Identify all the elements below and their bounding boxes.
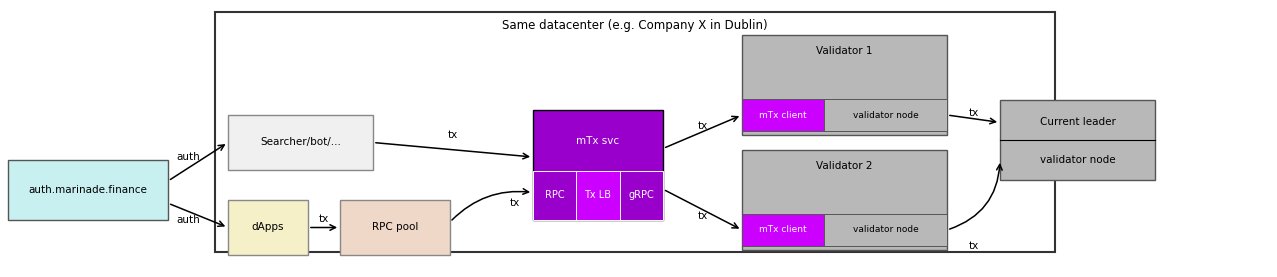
Bar [824,99,948,131]
Bar [742,214,824,246]
Bar [742,150,948,250]
Bar [340,200,450,255]
Bar [742,99,824,131]
Bar [619,171,663,220]
Text: tx: tx [697,121,707,131]
Text: mTx client: mTx client [760,225,807,235]
Text: Searcher/bot/...: Searcher/bot/... [261,137,341,147]
Text: auth.marinade.finance: auth.marinade.finance [28,185,147,195]
Bar [533,171,576,220]
Text: mTx svc: mTx svc [576,136,619,146]
Text: RPC pool: RPC pool [372,222,418,232]
Text: tx: tx [319,214,329,224]
Text: Validator 1: Validator 1 [816,46,872,56]
Text: Current leader: Current leader [1039,117,1115,127]
Text: RPC: RPC [545,190,564,200]
Bar [742,35,948,135]
Bar [533,110,663,220]
Text: tx: tx [448,130,458,140]
Text: tx: tx [968,108,978,118]
Text: gRPC: gRPC [628,190,654,200]
Bar [229,200,308,255]
Text: validator node: validator node [853,111,918,119]
Bar [8,160,169,220]
Text: Tx LB: Tx LB [585,190,612,200]
Text: tx: tx [510,198,520,207]
Text: mTx client: mTx client [760,111,807,119]
Bar [824,214,948,246]
Bar [215,12,1055,252]
Text: dApps: dApps [252,222,285,232]
Text: tx: tx [968,241,978,251]
Bar [576,171,619,220]
Text: auth: auth [176,215,200,225]
Text: auth: auth [176,152,200,162]
Text: Validator 2: Validator 2 [816,161,872,171]
Text: validator node: validator node [1039,155,1115,165]
Text: validator node: validator node [853,225,918,235]
Bar [229,115,373,170]
Text: tx: tx [697,211,707,220]
Bar [1000,100,1154,180]
Text: Same datacenter (e.g. Company X in Dublin): Same datacenter (e.g. Company X in Dubli… [502,19,767,32]
